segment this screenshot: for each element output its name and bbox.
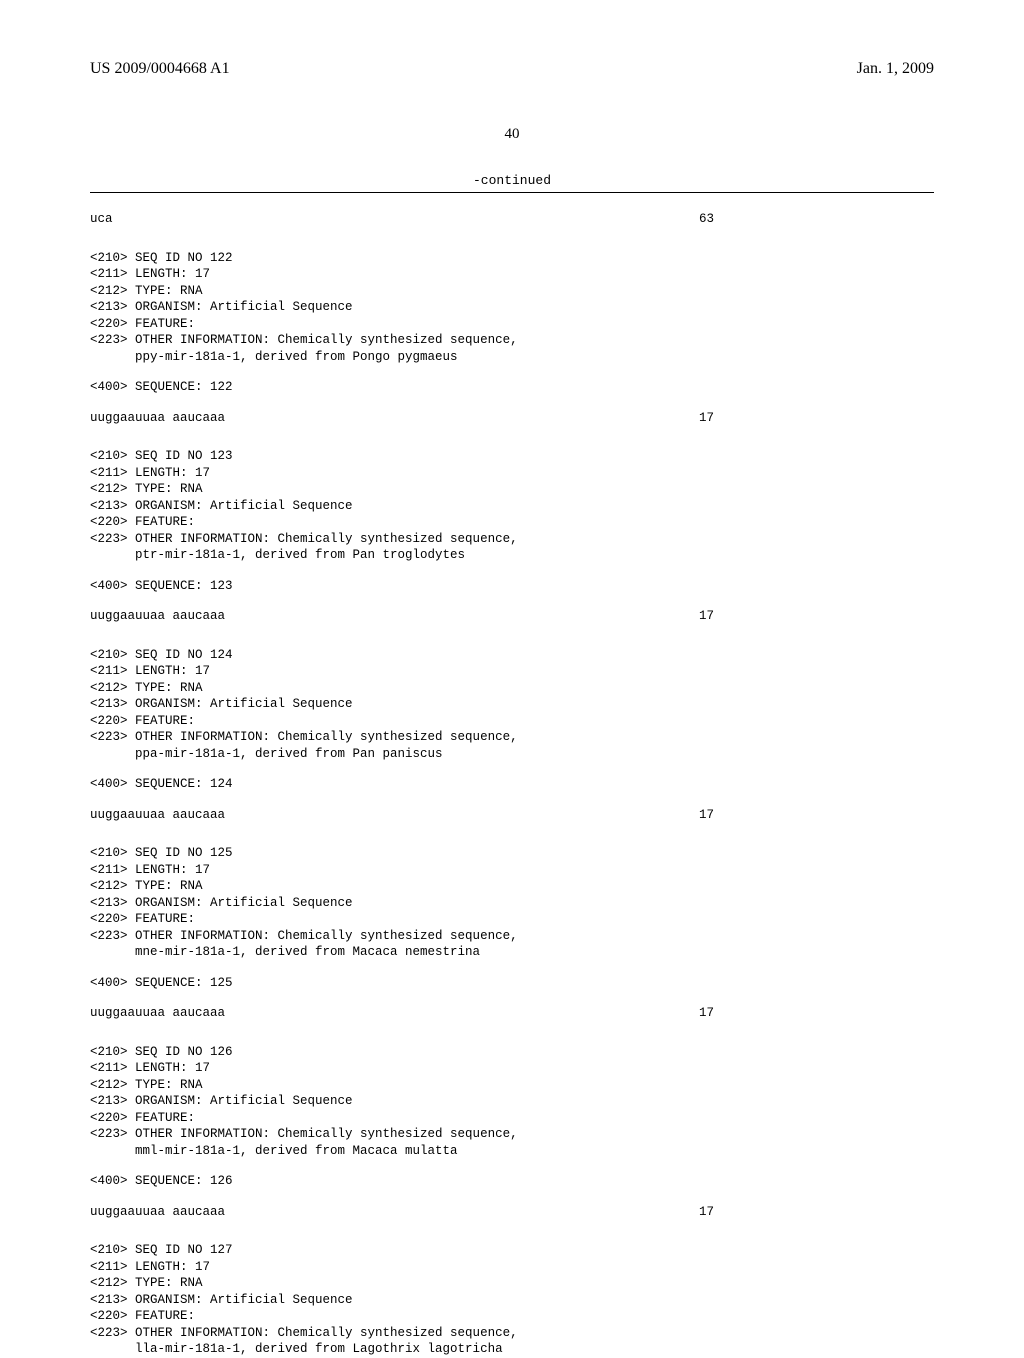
small-gap [90,762,934,776]
sequence-length: 17 [699,1204,934,1221]
entry-header: <210> SEQ ID NO 122 <211> LENGTH: 17 <21… [90,250,934,366]
sequence-text: uuggaauuaa aaucaaa [90,807,225,824]
sequence-label: <400> SEQUENCE: 124 [90,776,934,793]
block-gap [90,625,934,647]
entry-header: <210> SEQ ID NO 124 <211> LENGTH: 17 <21… [90,647,934,763]
small-gap [90,961,934,975]
sequence-entry: <210> SEQ ID NO 124 <211> LENGTH: 17 <21… [90,625,934,824]
page-number: 40 [90,126,934,143]
sequence-entries: <210> SEQ ID NO 122 <211> LENGTH: 17 <21… [90,228,934,1358]
sequence-text: uuggaauuaa aaucaaa [90,410,225,427]
doc-number: US 2009/0004668 A1 [90,60,230,78]
block-gap [90,1022,934,1044]
listing-rule [90,192,934,193]
sequence-length: 17 [699,1005,934,1022]
sequence-row: uuggaauuaa aaucaaa 17 [90,807,934,824]
sequence-row: uuggaauuaa aaucaaa 17 [90,608,934,625]
sequence-length: 63 [699,211,934,228]
block-gap [90,1220,934,1242]
entry-header: <210> SEQ ID NO 123 <211> LENGTH: 17 <21… [90,448,934,564]
sequence-entry: <210> SEQ ID NO 123 <211> LENGTH: 17 <21… [90,426,934,625]
small-gap [90,396,934,410]
entry-header: <210> SEQ ID NO 125 <211> LENGTH: 17 <21… [90,845,934,961]
sequence-entry: <210> SEQ ID NO 126 <211> LENGTH: 17 <21… [90,1022,934,1221]
sequence-label: <400> SEQUENCE: 126 [90,1173,934,1190]
sequence-entry: <210> SEQ ID NO 122 <211> LENGTH: 17 <21… [90,228,934,427]
small-gap [90,1190,934,1204]
sequence-label: <400> SEQUENCE: 125 [90,975,934,992]
small-gap [90,365,934,379]
sequence-label: <400> SEQUENCE: 122 [90,379,934,396]
sequence-entry: <210> SEQ ID NO 125 <211> LENGTH: 17 <21… [90,823,934,1022]
sequence-text: uca [90,211,113,228]
block-gap [90,228,934,250]
small-gap [90,594,934,608]
sequence-length: 17 [699,807,934,824]
continued-label: -continued [90,173,934,188]
patent-page: US 2009/0004668 A1 Jan. 1, 2009 40 -cont… [0,0,1024,1320]
sequence-text: uuggaauuaa aaucaaa [90,1204,225,1221]
sequence-label: <400> SEQUENCE: 123 [90,578,934,595]
entry-header: <210> SEQ ID NO 127 <211> LENGTH: 17 <21… [90,1242,934,1358]
sequence-length: 17 [699,608,934,625]
doc-date: Jan. 1, 2009 [857,60,934,78]
block-gap [90,426,934,448]
sequence-entry: <210> SEQ ID NO 127 <211> LENGTH: 17 <21… [90,1220,934,1358]
sequence-row: uuggaauuaa aaucaaa 17 [90,1005,934,1022]
small-gap [90,564,934,578]
sequence-text: uuggaauuaa aaucaaa [90,1005,225,1022]
sequence-row-prev: uca 63 [90,211,934,228]
sequence-row: uuggaauuaa aaucaaa 17 [90,410,934,427]
page-header: US 2009/0004668 A1 Jan. 1, 2009 [90,60,934,78]
sequence-length: 17 [699,410,934,427]
small-gap [90,991,934,1005]
small-gap [90,1159,934,1173]
sequence-row: uuggaauuaa aaucaaa 17 [90,1204,934,1221]
small-gap [90,793,934,807]
entry-header: <210> SEQ ID NO 126 <211> LENGTH: 17 <21… [90,1044,934,1160]
sequence-text: uuggaauuaa aaucaaa [90,608,225,625]
block-gap [90,823,934,845]
